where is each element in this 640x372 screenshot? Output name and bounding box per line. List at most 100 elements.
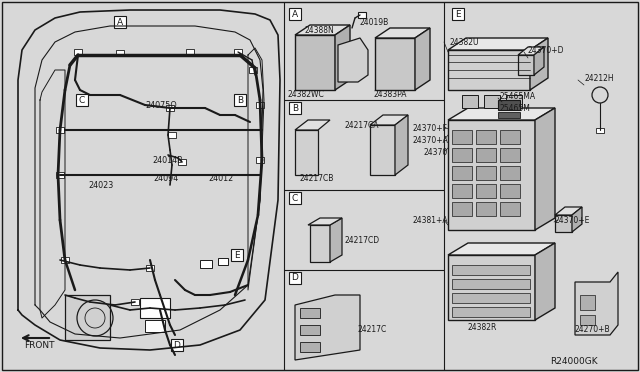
Bar (289, 8, 301, 20)
Polygon shape (518, 47, 544, 55)
Bar (116, 50, 124, 56)
Bar (500, 202, 520, 216)
Bar (114, 16, 126, 28)
Bar (580, 315, 595, 325)
Polygon shape (338, 38, 368, 82)
Bar (256, 157, 264, 163)
Text: 24381+A: 24381+A (412, 215, 448, 224)
Text: 24019B: 24019B (360, 17, 389, 26)
Bar (452, 148, 472, 162)
Polygon shape (448, 108, 555, 120)
Text: 24382U: 24382U (450, 38, 479, 46)
Polygon shape (310, 225, 330, 262)
Polygon shape (335, 25, 350, 90)
Bar (218, 258, 228, 265)
Text: 25465M: 25465M (500, 103, 531, 112)
Text: 24217C: 24217C (358, 326, 387, 334)
Polygon shape (308, 218, 342, 225)
Polygon shape (555, 207, 582, 215)
Polygon shape (375, 28, 430, 38)
Bar (168, 132, 176, 138)
Polygon shape (534, 47, 544, 75)
Bar (500, 184, 520, 198)
Polygon shape (530, 38, 548, 90)
Text: 24388N: 24388N (305, 26, 335, 35)
Bar (249, 67, 257, 73)
Bar (476, 148, 496, 162)
Bar (146, 265, 154, 271)
Bar (74, 49, 82, 55)
Bar (476, 184, 496, 198)
Text: 24075Q: 24075Q (145, 100, 177, 109)
Text: B: B (292, 103, 298, 112)
Polygon shape (462, 95, 478, 108)
Bar (500, 130, 520, 144)
Polygon shape (295, 120, 330, 130)
Bar (300, 342, 320, 352)
Bar (452, 307, 530, 317)
Bar (476, 202, 496, 216)
Bar (452, 130, 472, 144)
Bar (358, 12, 366, 18)
Text: 24012: 24012 (208, 173, 233, 183)
Bar (186, 49, 194, 55)
Bar (140, 298, 170, 318)
Bar (498, 112, 520, 118)
Bar (256, 102, 264, 108)
Polygon shape (395, 115, 408, 175)
Text: 24370+F: 24370+F (413, 124, 448, 132)
Text: FRONT: FRONT (24, 340, 54, 350)
Bar (171, 339, 183, 351)
Bar (452, 293, 530, 303)
Polygon shape (575, 272, 618, 335)
Bar (289, 102, 301, 114)
Bar (61, 257, 69, 263)
Polygon shape (65, 295, 110, 340)
Text: 24212H: 24212H (585, 74, 614, 83)
Text: E: E (234, 250, 240, 260)
Bar (231, 249, 243, 261)
Bar (178, 159, 186, 165)
Polygon shape (506, 95, 522, 108)
Polygon shape (555, 215, 572, 232)
Text: 24370+E: 24370+E (555, 215, 590, 224)
Text: 24270+B: 24270+B (575, 326, 611, 334)
Polygon shape (415, 28, 430, 90)
Bar (200, 260, 212, 268)
Polygon shape (295, 130, 318, 175)
Polygon shape (370, 115, 408, 125)
Bar (76, 94, 88, 106)
Bar (452, 265, 530, 275)
Text: 24217CB: 24217CB (300, 173, 334, 183)
Bar (234, 49, 242, 55)
Polygon shape (295, 25, 350, 35)
Bar (289, 192, 301, 204)
Text: 24383PA: 24383PA (374, 90, 408, 99)
Bar (300, 325, 320, 335)
Text: 24094: 24094 (153, 173, 179, 183)
Bar (452, 202, 472, 216)
Polygon shape (375, 38, 415, 90)
Bar (500, 148, 520, 162)
Text: 24014B: 24014B (152, 155, 182, 164)
Polygon shape (448, 243, 555, 255)
Text: A: A (292, 10, 298, 19)
Polygon shape (448, 38, 548, 50)
Bar (166, 105, 174, 111)
Polygon shape (448, 50, 530, 90)
Text: D: D (173, 340, 180, 350)
Text: 24370: 24370 (424, 148, 448, 157)
Text: A: A (117, 17, 123, 26)
Polygon shape (572, 207, 582, 232)
Bar (596, 128, 604, 133)
Polygon shape (295, 295, 360, 360)
Text: C: C (292, 193, 298, 202)
Text: B: B (237, 96, 243, 105)
Bar (452, 166, 472, 180)
Bar (452, 184, 472, 198)
Polygon shape (484, 95, 500, 108)
Bar (289, 272, 301, 284)
Text: R24000GK: R24000GK (550, 357, 598, 366)
Bar (56, 127, 64, 133)
Text: D: D (292, 273, 298, 282)
